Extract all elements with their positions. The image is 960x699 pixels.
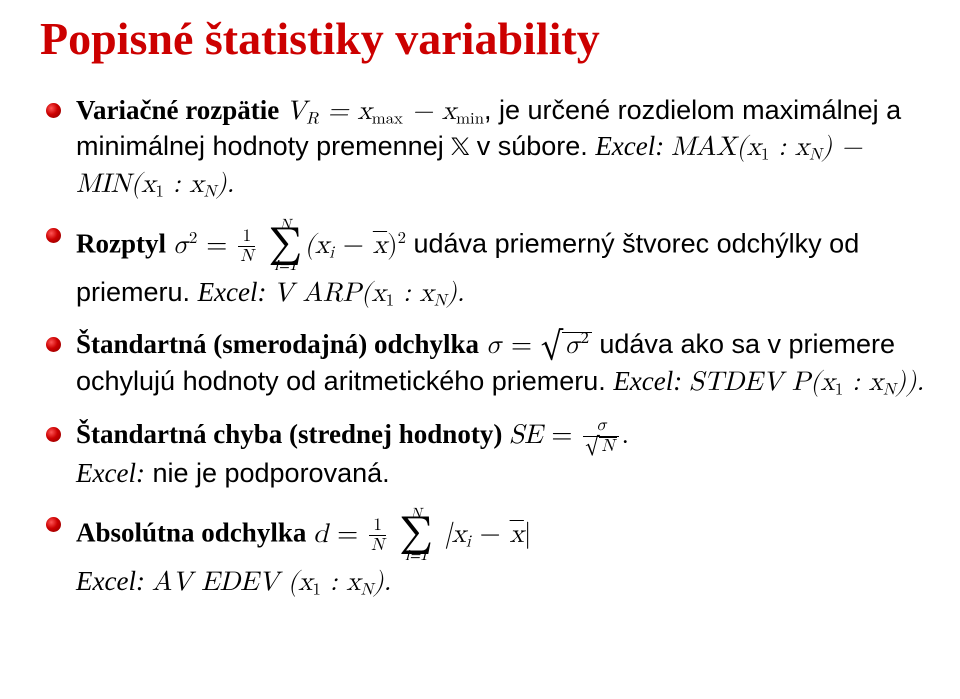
sum-op: N∑i=1 <box>399 507 433 564</box>
text: v súbore. <box>469 131 588 161</box>
excel-label: Excel: <box>613 366 689 396</box>
math: σ2 = 1N N∑i=1(xi − x)2 <box>173 232 406 259</box>
excel-label: Excel: <box>595 131 671 161</box>
list-item: Absolútna odchylka d = 1N N∑i=1 |xi − x|… <box>40 507 926 600</box>
slide-title: Popisné štatistiky variability <box>40 12 926 65</box>
term-label: Variačné rozpätie <box>76 95 286 125</box>
excel-expr: STDEV P(x1 : xN)). <box>689 369 924 396</box>
text: nie je podporovaná. <box>145 458 390 488</box>
var-x: 𝕏 <box>451 135 469 162</box>
math: d = 1N N∑i=1 |xi − x| <box>313 521 531 548</box>
excel-label: Excel: <box>76 458 145 488</box>
term-label: Štandartná (smerodajná) odchylka <box>76 329 486 359</box>
term-label: Štandartná chyba (strednej hodnoty) <box>76 419 509 449</box>
slide-page: Popisné štatistiky variability Variačné … <box>0 0 960 637</box>
math: SE = σ√N <box>509 422 621 449</box>
fraction: 1N <box>238 228 255 266</box>
list-item: Variačné rozpätie VR = xmax − xmin, je u… <box>40 93 926 202</box>
excel-expr: V ARP(x1 : xN). <box>273 280 464 307</box>
term-label: Absolútna odchylka <box>76 518 313 548</box>
bullet-list: Variačné rozpätie VR = xmax − xmin, je u… <box>40 93 926 601</box>
excel-expr: AV EDEV (x1 : xN). <box>152 569 392 596</box>
fraction: σ√N <box>583 417 619 456</box>
excel-label: Excel: <box>198 277 274 307</box>
math: VR = xmax − xmin <box>286 98 484 125</box>
list-item: Rozptyl σ2 = 1N N∑i=1(xi − x)2 udáva pri… <box>40 218 926 311</box>
period: . <box>621 422 629 449</box>
fraction: 1N <box>369 517 386 555</box>
excel-label: Excel: <box>76 566 152 596</box>
list-item: Štandartná (smerodajná) odchylka σ = √σ2… <box>40 327 926 400</box>
sqrt: √σ2 <box>541 333 592 360</box>
math: σ = √σ2 <box>486 332 592 359</box>
sum-op: N∑i=1 <box>268 218 302 275</box>
term-label: Rozptyl <box>76 229 173 259</box>
list-item: Štandartná chyba (strednej hodnoty) SE =… <box>40 417 926 492</box>
